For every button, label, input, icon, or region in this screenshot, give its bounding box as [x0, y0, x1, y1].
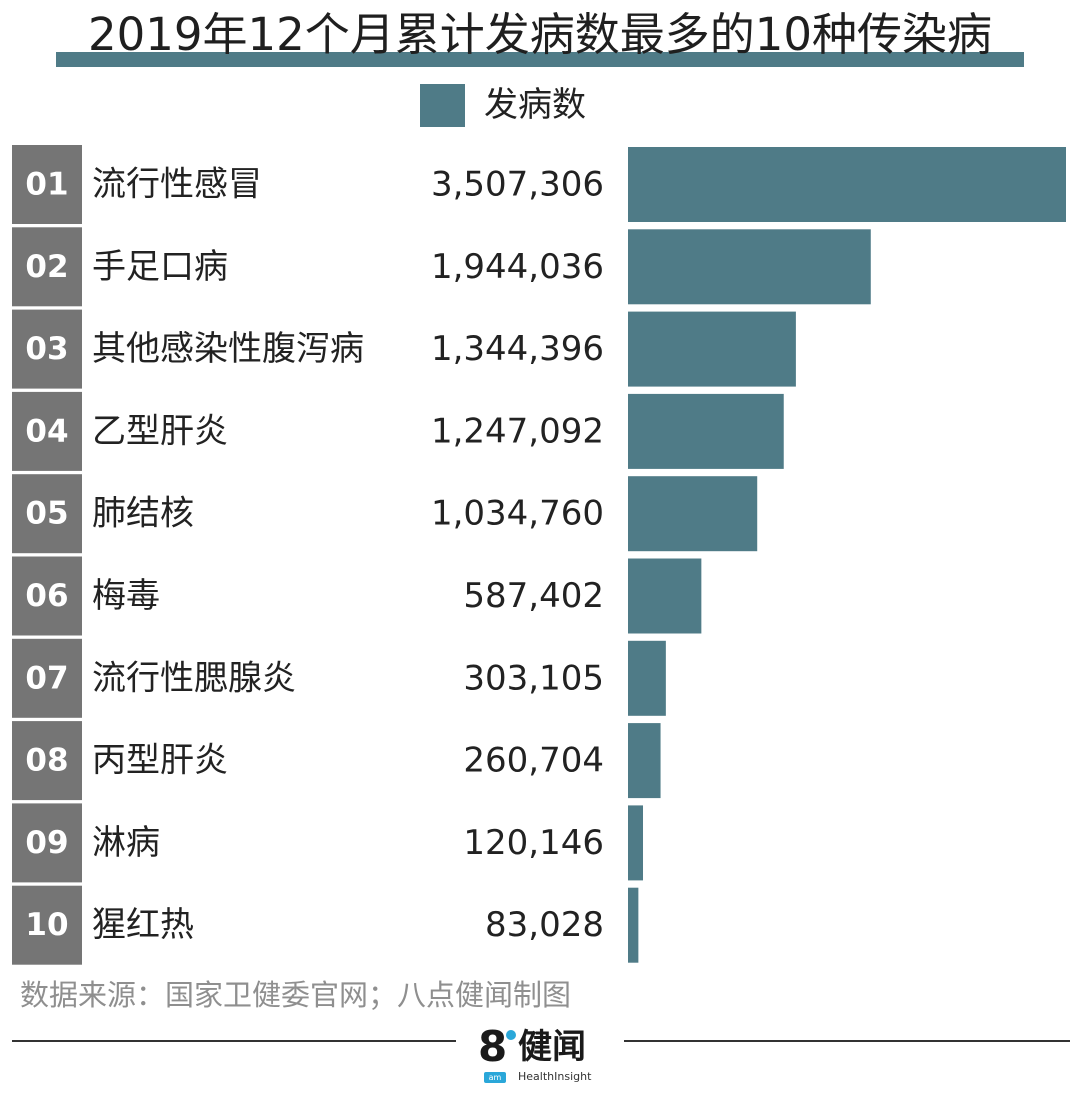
category-label: 手足口病	[92, 247, 228, 287]
bar-05	[628, 476, 758, 552]
category-label: 乙型肝炎	[92, 411, 228, 451]
legend-swatch	[420, 84, 465, 127]
value-label: 3,507,306	[431, 165, 604, 205]
value-label: 120,146	[463, 823, 604, 863]
value-label: 83,028	[485, 905, 604, 945]
logo-am-badge: am	[484, 1072, 506, 1083]
brand-logo: 8 健闻 am HealthInsight	[474, 1022, 610, 1088]
value-label: 260,704	[463, 741, 604, 781]
category-label: 肺结核	[92, 494, 194, 534]
footer-divider-left	[12, 1040, 456, 1042]
rank-box	[12, 474, 82, 554]
category-label: 淋病	[92, 823, 160, 863]
category-label: 丙型肝炎	[92, 741, 228, 781]
rank-box	[12, 885, 82, 965]
title-area: 2019年12个月累计发病数最多的10种传染病	[0, 0, 1080, 78]
title-underline	[56, 52, 1024, 67]
category-label: 梅毒	[92, 576, 160, 616]
bar-03	[628, 311, 796, 387]
rank-number: 05	[25, 496, 68, 532]
rank-box	[12, 391, 82, 471]
rank-number: 06	[25, 578, 68, 614]
rank-box	[12, 145, 82, 224]
logo-name-en: HealthInsight	[518, 1070, 592, 1083]
chart-title: 2019年12个月累计发病数最多的10种传染病	[87, 8, 993, 61]
value-label: 1,034,760	[431, 494, 604, 534]
rank-number: 02	[25, 249, 68, 285]
rank-box	[12, 227, 82, 307]
value-label: 1,247,092	[431, 411, 604, 451]
rank-number: 03	[25, 331, 68, 367]
bar-06	[628, 558, 702, 634]
value-label: 1,344,396	[431, 329, 604, 369]
rank-box	[12, 556, 82, 636]
value-label: 1,944,036	[431, 247, 604, 287]
category-label: 流行性感冒	[92, 165, 262, 205]
category-label: 猩红热	[92, 905, 194, 945]
rank-number: 04	[25, 413, 68, 449]
bar-07	[628, 640, 666, 716]
rank-box	[12, 638, 82, 718]
value-label: 587,402	[463, 576, 604, 616]
rank-number: 09	[25, 825, 68, 861]
logo-name-cn: 健闻	[518, 1027, 586, 1067]
footer-divider-right	[624, 1040, 1070, 1042]
legend-label: 发病数	[484, 85, 586, 125]
bar-04	[628, 393, 784, 469]
bar-01	[628, 147, 1066, 222]
logo-dot-icon	[506, 1030, 516, 1040]
rank-box	[12, 309, 82, 389]
logo-numeral: 8	[478, 1022, 508, 1071]
source-note: 数据来源：国家卫健委官网；八点健闻制图	[20, 978, 572, 1012]
bar-10	[628, 887, 639, 963]
bar-08	[628, 723, 661, 799]
rank-box	[12, 721, 82, 801]
rank-number: 08	[25, 743, 68, 779]
value-label: 303,105	[463, 658, 604, 698]
category-label: 流行性腮腺炎	[92, 658, 296, 698]
rank-number: 10	[25, 907, 68, 943]
category-label: 其他感染性腹泻病	[92, 329, 364, 369]
bar-09	[628, 805, 644, 881]
bar-02	[628, 229, 871, 305]
rank-box	[12, 803, 82, 883]
rank-number: 01	[25, 167, 68, 203]
rank-number: 07	[25, 660, 68, 696]
